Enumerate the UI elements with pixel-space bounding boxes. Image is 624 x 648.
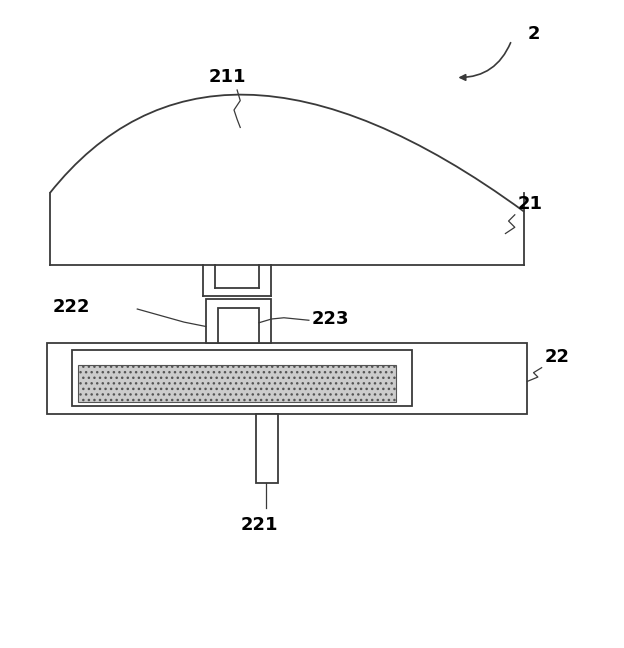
Bar: [72, 350, 412, 406]
Bar: [256, 415, 278, 483]
Bar: [78, 365, 396, 402]
Text: 2: 2: [527, 25, 540, 43]
Bar: [47, 343, 527, 415]
Bar: [206, 299, 271, 343]
Text: 22: 22: [544, 348, 569, 366]
Text: 221: 221: [240, 516, 278, 534]
Text: 211: 211: [209, 67, 246, 86]
Bar: [218, 308, 259, 343]
Text: 223: 223: [312, 310, 349, 328]
Text: 222: 222: [53, 297, 90, 316]
Text: 21: 21: [518, 195, 543, 213]
